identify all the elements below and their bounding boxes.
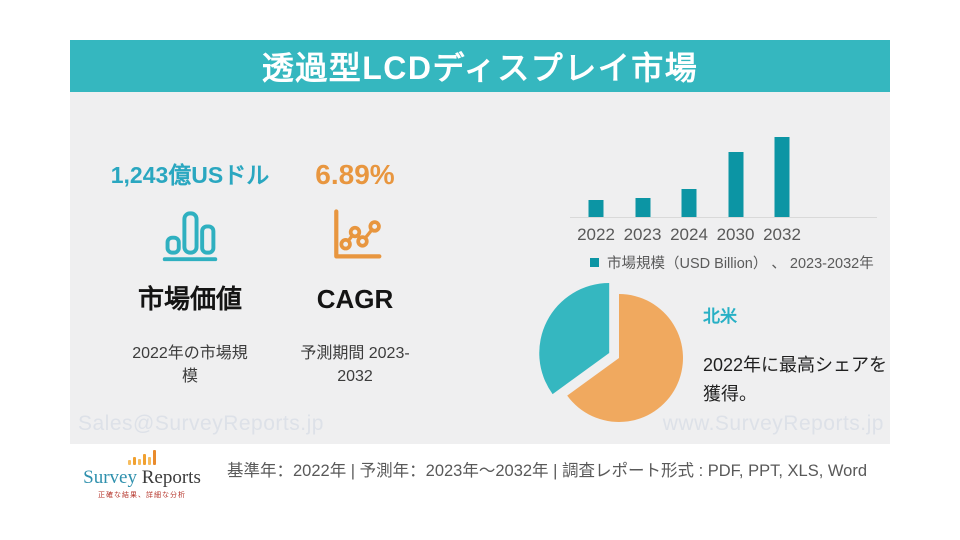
legend-label: 市場規模（USD Billion） 、 2023-2032年 xyxy=(607,256,874,272)
bar-year-label: 2030 xyxy=(716,225,755,244)
bar-year-label: 2024 xyxy=(670,225,708,244)
watermark-email: Sales@SurveyReports.jp xyxy=(78,412,324,435)
legend-swatch xyxy=(590,258,599,267)
pie-callout: 北米 2022年に最高シェアを獲得。 xyxy=(703,302,903,409)
bar xyxy=(774,137,790,217)
main-panel: 透過型LCDディスプレイ市場 1,243億USドル 市場価値 2022年の市場規… xyxy=(70,40,890,444)
bar xyxy=(728,152,743,217)
bar-chart-icon xyxy=(162,211,218,262)
market-value-heading: 市場価値 xyxy=(137,284,242,314)
chart-legend: 市場規模（USD Billion） 、 2023-2032年 xyxy=(590,252,874,273)
bar xyxy=(635,198,650,217)
cagr-amount: 6.89% xyxy=(315,159,395,190)
logo-tagline: 正確な結果、詳細な分析 xyxy=(98,492,186,499)
bar-year-label: 2022 xyxy=(577,225,615,244)
pie-chart xyxy=(539,283,683,422)
line-chart-icon xyxy=(334,209,382,259)
region-label: 北米 xyxy=(703,307,737,326)
bar xyxy=(681,189,697,217)
bar xyxy=(588,200,604,217)
stat-cagr: 6.89% CAGR 予測期間 2023-2032 xyxy=(235,158,475,388)
pie-slice-other xyxy=(567,294,683,422)
bar-year-label: 2032 xyxy=(763,225,801,244)
logo-text: Survey Reports xyxy=(72,467,212,489)
company-logo: Survey Reports 正確な結果、詳細な分析 xyxy=(72,448,212,500)
page-title: 透過型LCDディスプレイ市場 xyxy=(261,50,699,86)
cagr-heading: CAGR xyxy=(316,284,394,314)
x-axis-line xyxy=(570,217,877,218)
market-value-subtext: 2022年の市場規模 xyxy=(132,345,248,386)
cagr-subtext: 予測期間 2023-2032 xyxy=(300,345,410,386)
logo-text-reports: Reports xyxy=(141,467,201,488)
bar-year-label: 2023 xyxy=(623,225,662,244)
watermark-url: www.SurveyReports.jp xyxy=(662,412,884,435)
pie-slice-north-america xyxy=(539,283,610,395)
market-value-amount: 1,243億USドル xyxy=(110,162,270,188)
stat-market-value: 1,243億USドル 市場価値 2022年の市場規模 xyxy=(70,158,310,388)
region-description: 2022年に最高シェアを獲得。 xyxy=(703,355,888,404)
logo-text-survey: Survey xyxy=(83,467,137,488)
report-meta-text: 基準年：2022年 | 予測年：2023年～2032年 | 調査レポート形式 :… xyxy=(226,462,868,480)
logo-bar-chart-icon xyxy=(72,448,212,465)
footer: Survey Reports 正確な結果、詳細な分析 基準年：2022年 | 予… xyxy=(0,444,960,540)
title-banner: 透過型LCDディスプレイ市場 xyxy=(70,40,890,92)
